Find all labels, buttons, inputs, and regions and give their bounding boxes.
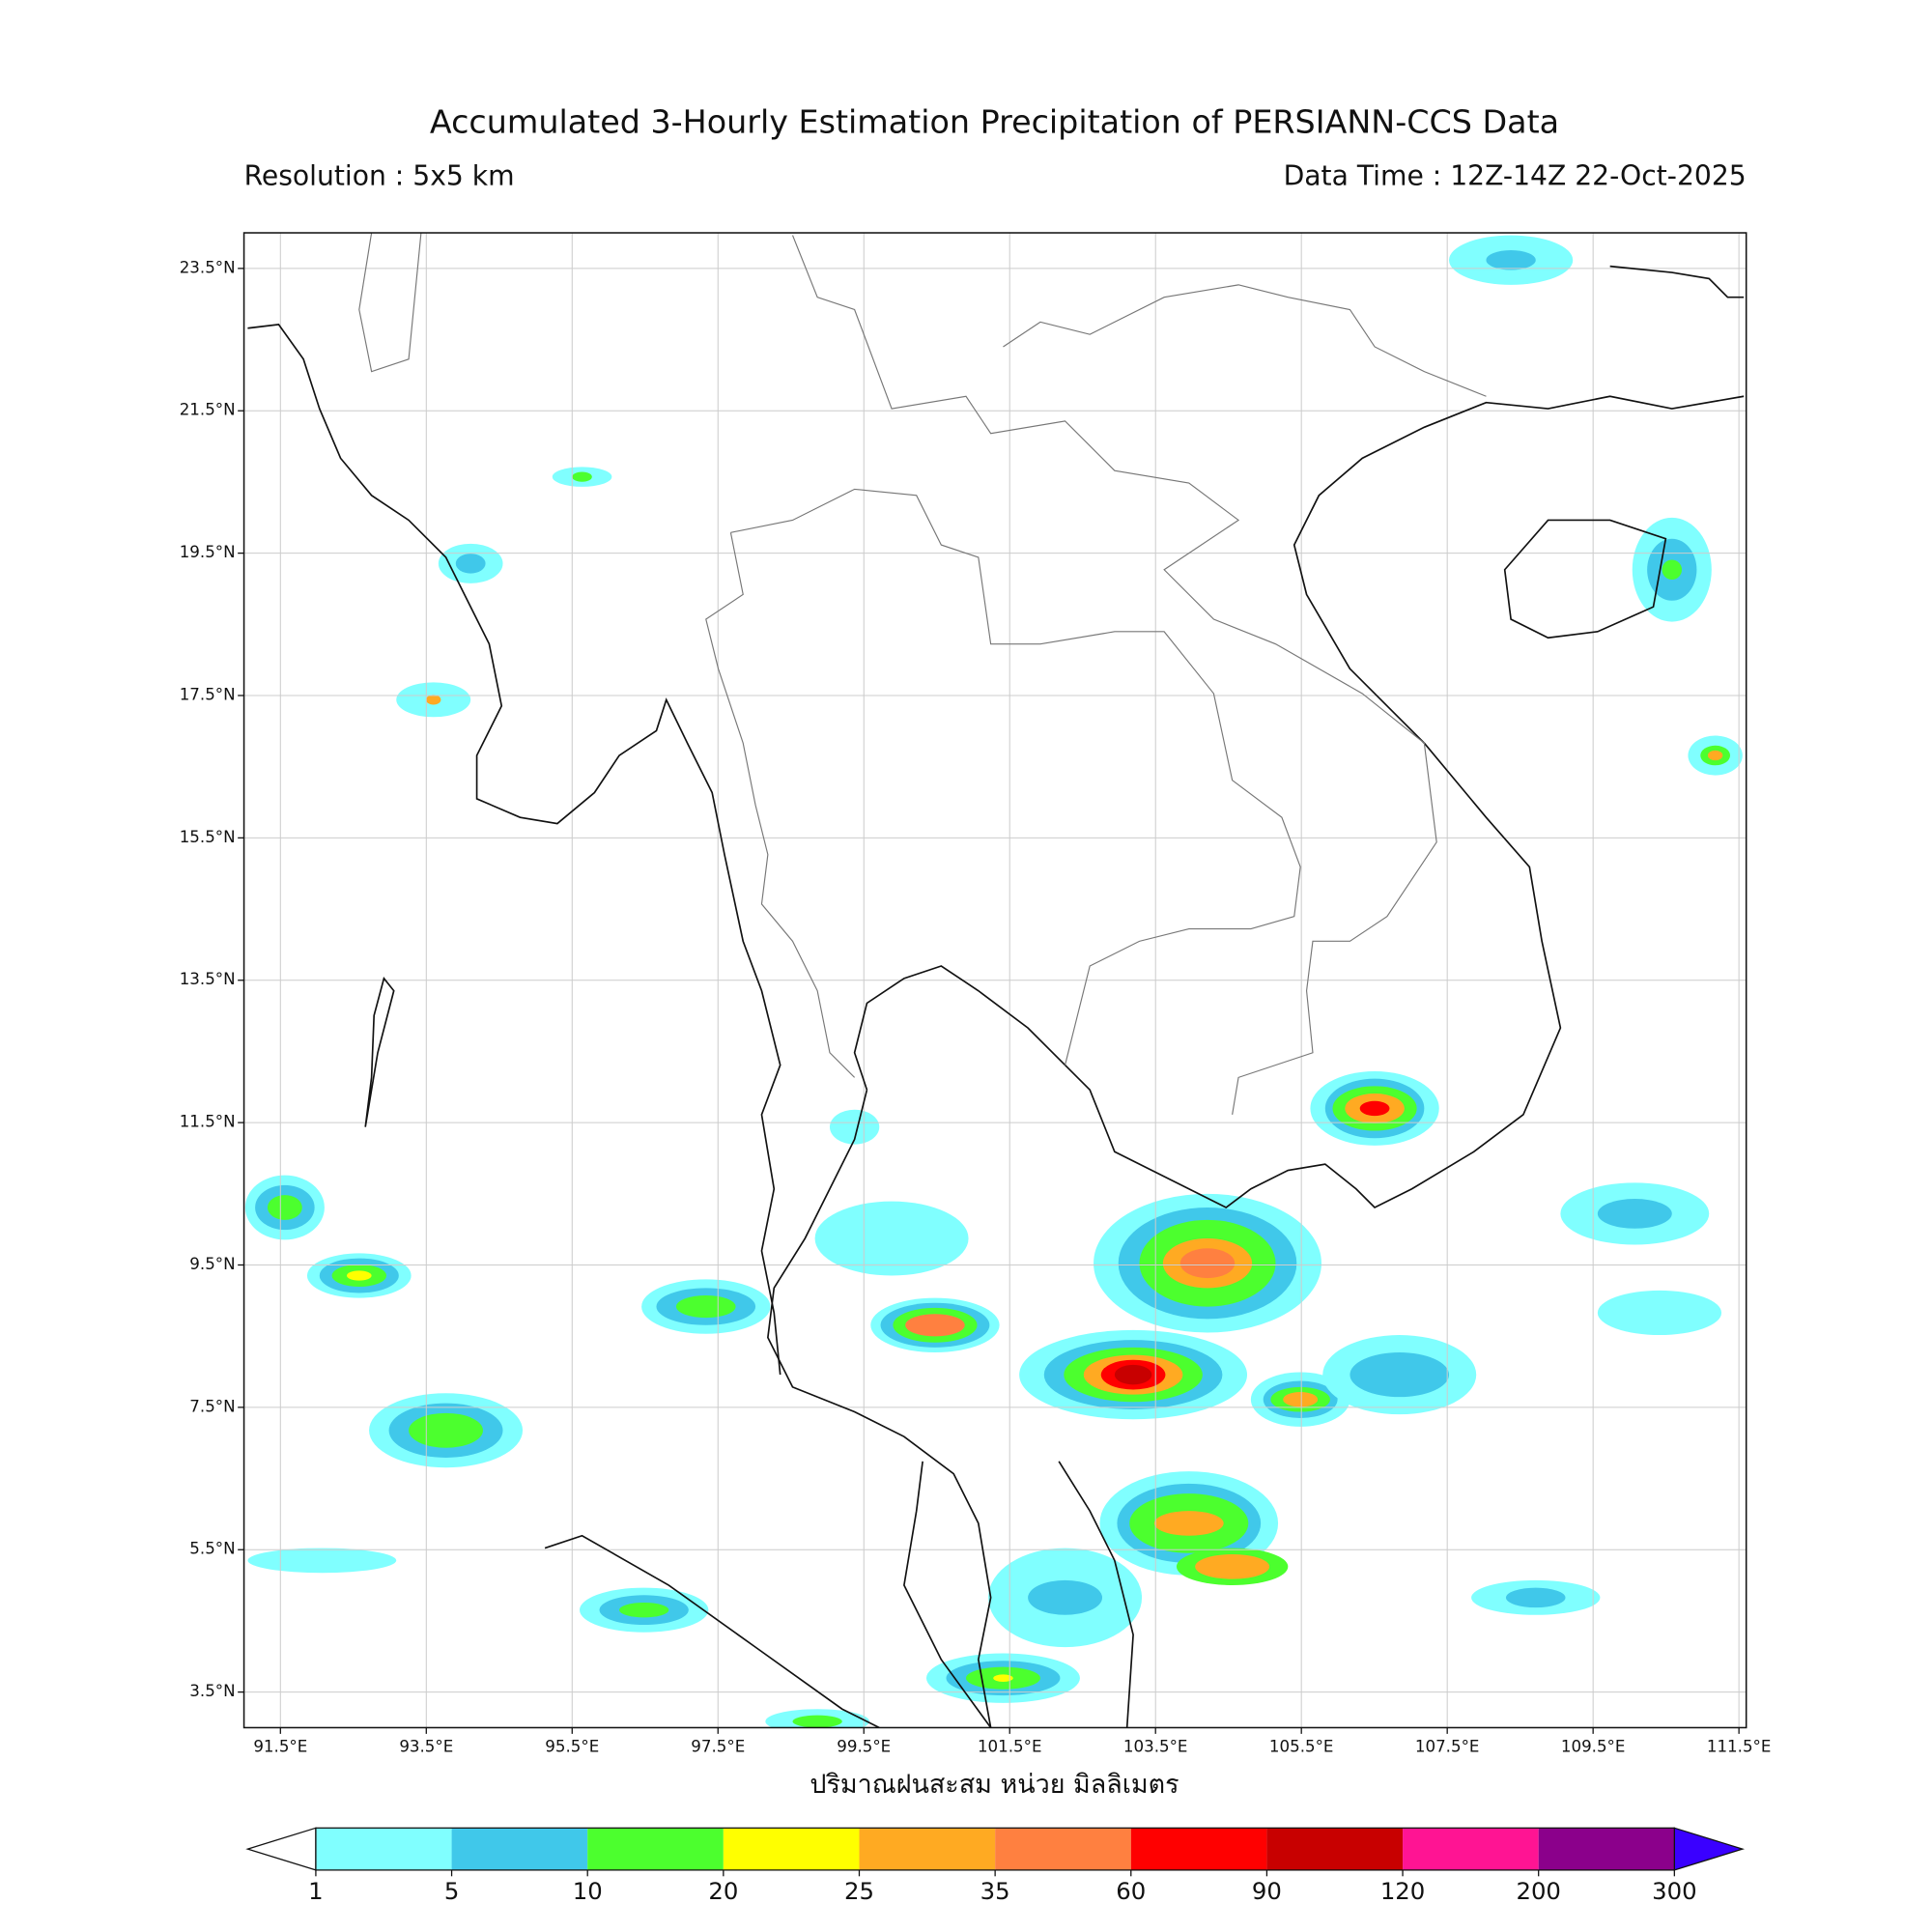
rain-cell: [1486, 249, 1536, 270]
colorbar-tick-label: 25: [844, 1877, 874, 1905]
coastline: [1609, 265, 1745, 298]
coastline: [1058, 1461, 1134, 1728]
colorbar-bin: [1130, 1828, 1267, 1870]
basemap: [247, 233, 1745, 1728]
rain-cell: [1707, 750, 1723, 761]
colorbar-bin: [451, 1828, 588, 1870]
coastline: [853, 395, 1745, 1209]
rain-cell: [1283, 1392, 1319, 1407]
lon-tick-label: 99.5°E: [837, 1737, 891, 1755]
rain-cell: [1179, 1248, 1236, 1279]
colorbar-tick-label: 120: [1380, 1877, 1425, 1905]
lon-tick-label: 105.5°E: [1269, 1737, 1334, 1755]
lon-tick-label: 91.5°E: [253, 1737, 307, 1755]
country-border: [791, 235, 1437, 1115]
rain-cell: [993, 1674, 1013, 1683]
rain-cell: [409, 1412, 483, 1448]
colorbar-bin: [1538, 1828, 1675, 1870]
rain-cell: [267, 1195, 302, 1220]
rain-cell: [1662, 559, 1683, 580]
resolution: Resolution : 5x5 km: [244, 159, 515, 191]
lat-tick-label: 17.5°N: [180, 685, 236, 703]
lat-tick-label: 11.5°N: [180, 1113, 236, 1131]
coastline: [903, 1461, 992, 1728]
colorbar-tick-label: 35: [980, 1877, 1010, 1905]
coastline: [364, 977, 395, 1127]
rain-cell: [1597, 1290, 1722, 1336]
rain-cell: [1359, 1100, 1390, 1117]
rain-cell: [1153, 1511, 1224, 1536]
rain-cell: [1597, 1199, 1672, 1229]
coastline: [544, 1534, 880, 1728]
colorbar-tick-label: 90: [1252, 1877, 1282, 1905]
colorbar-bin: [995, 1828, 1131, 1870]
colorbar-tick-label: 60: [1116, 1877, 1146, 1905]
colorbar-tick-label: 300: [1652, 1877, 1696, 1905]
lon-tick-label: 109.5°E: [1561, 1737, 1626, 1755]
rain-cell: [1350, 1352, 1449, 1398]
lat-tick-label: 7.5°N: [189, 1397, 235, 1415]
colorbar-tick-label: 5: [444, 1877, 460, 1905]
rain-cell: [905, 1314, 965, 1337]
data-time: Data Time : 12Z-14Z 22-Oct-2025: [1284, 159, 1747, 191]
lon-tick-label: 97.5°E: [691, 1737, 745, 1755]
lat-tick-label: 19.5°N: [180, 543, 236, 561]
colorbar-tick-label: 20: [708, 1877, 738, 1905]
colorbar-bin: [859, 1828, 996, 1870]
colorbar-bin: [1403, 1828, 1539, 1870]
colorbar-tick-label: 1: [308, 1877, 324, 1905]
lat-tick-label: 3.5°N: [189, 1682, 235, 1700]
rain-cell: [1195, 1553, 1270, 1579]
colorbar-bin: [723, 1828, 860, 1870]
colorbar-under: [245, 1827, 317, 1871]
rain-cell: [572, 471, 592, 482]
rain-cell: [792, 1715, 842, 1728]
rain-cell: [829, 1109, 880, 1145]
country-border: [358, 233, 1487, 397]
lat-tick-label: 15.5°N: [180, 828, 236, 846]
lon-tick-label: 111.5°E: [1707, 1737, 1772, 1755]
rain-cell: [455, 554, 486, 574]
rain-cell: [619, 1602, 669, 1618]
rain-field: [244, 235, 1743, 1728]
lat-tick-label: 5.5°N: [189, 1540, 235, 1558]
lat-tick-label: 9.5°N: [189, 1255, 235, 1273]
coastline: [1503, 519, 1667, 639]
colorbar: 1 5 10 20 25 35 60 90 120 200 300: [245, 1827, 1746, 1905]
grid: [243, 233, 1747, 1728]
country-border: [705, 488, 1301, 1078]
lat-tick-label: 23.5°N: [180, 258, 236, 276]
colorbar-bin: [315, 1828, 452, 1870]
colorbar-bin: [587, 1828, 724, 1870]
lon-tick-label: 95.5°E: [545, 1737, 599, 1755]
lat-tick-label: 21.5°N: [180, 401, 236, 419]
colorbar-label: ปริมาณฝนสะสม หน่วย มิลลิเมตร: [810, 1770, 1179, 1800]
rain-cell: [1114, 1364, 1152, 1385]
colorbar-over: [1673, 1827, 1746, 1871]
lat-tick-label: 13.5°N: [180, 970, 236, 988]
rain-cell: [247, 1548, 397, 1574]
lon-tick-label: 101.5°E: [978, 1737, 1042, 1755]
rain-cell: [1028, 1579, 1103, 1615]
rain-cell: [814, 1201, 969, 1276]
lon-tick-label: 107.5°E: [1415, 1737, 1480, 1755]
colorbar-tick-label: 200: [1516, 1877, 1560, 1905]
rain-cell: [1505, 1587, 1566, 1608]
rain-cell: [346, 1270, 372, 1281]
coastline: [767, 1090, 992, 1728]
coastline: [247, 324, 781, 1376]
lon-tick-label: 93.5°E: [399, 1737, 453, 1755]
rain-cell: [426, 695, 441, 705]
colorbar-tick-label: 10: [573, 1877, 603, 1905]
rain-cell: [676, 1295, 736, 1319]
title: Accumulated 3-Hourly Estimation Precipit…: [430, 103, 1559, 141]
colorbar-bin: [1266, 1828, 1404, 1870]
lon-tick-label: 103.5°E: [1123, 1737, 1188, 1755]
